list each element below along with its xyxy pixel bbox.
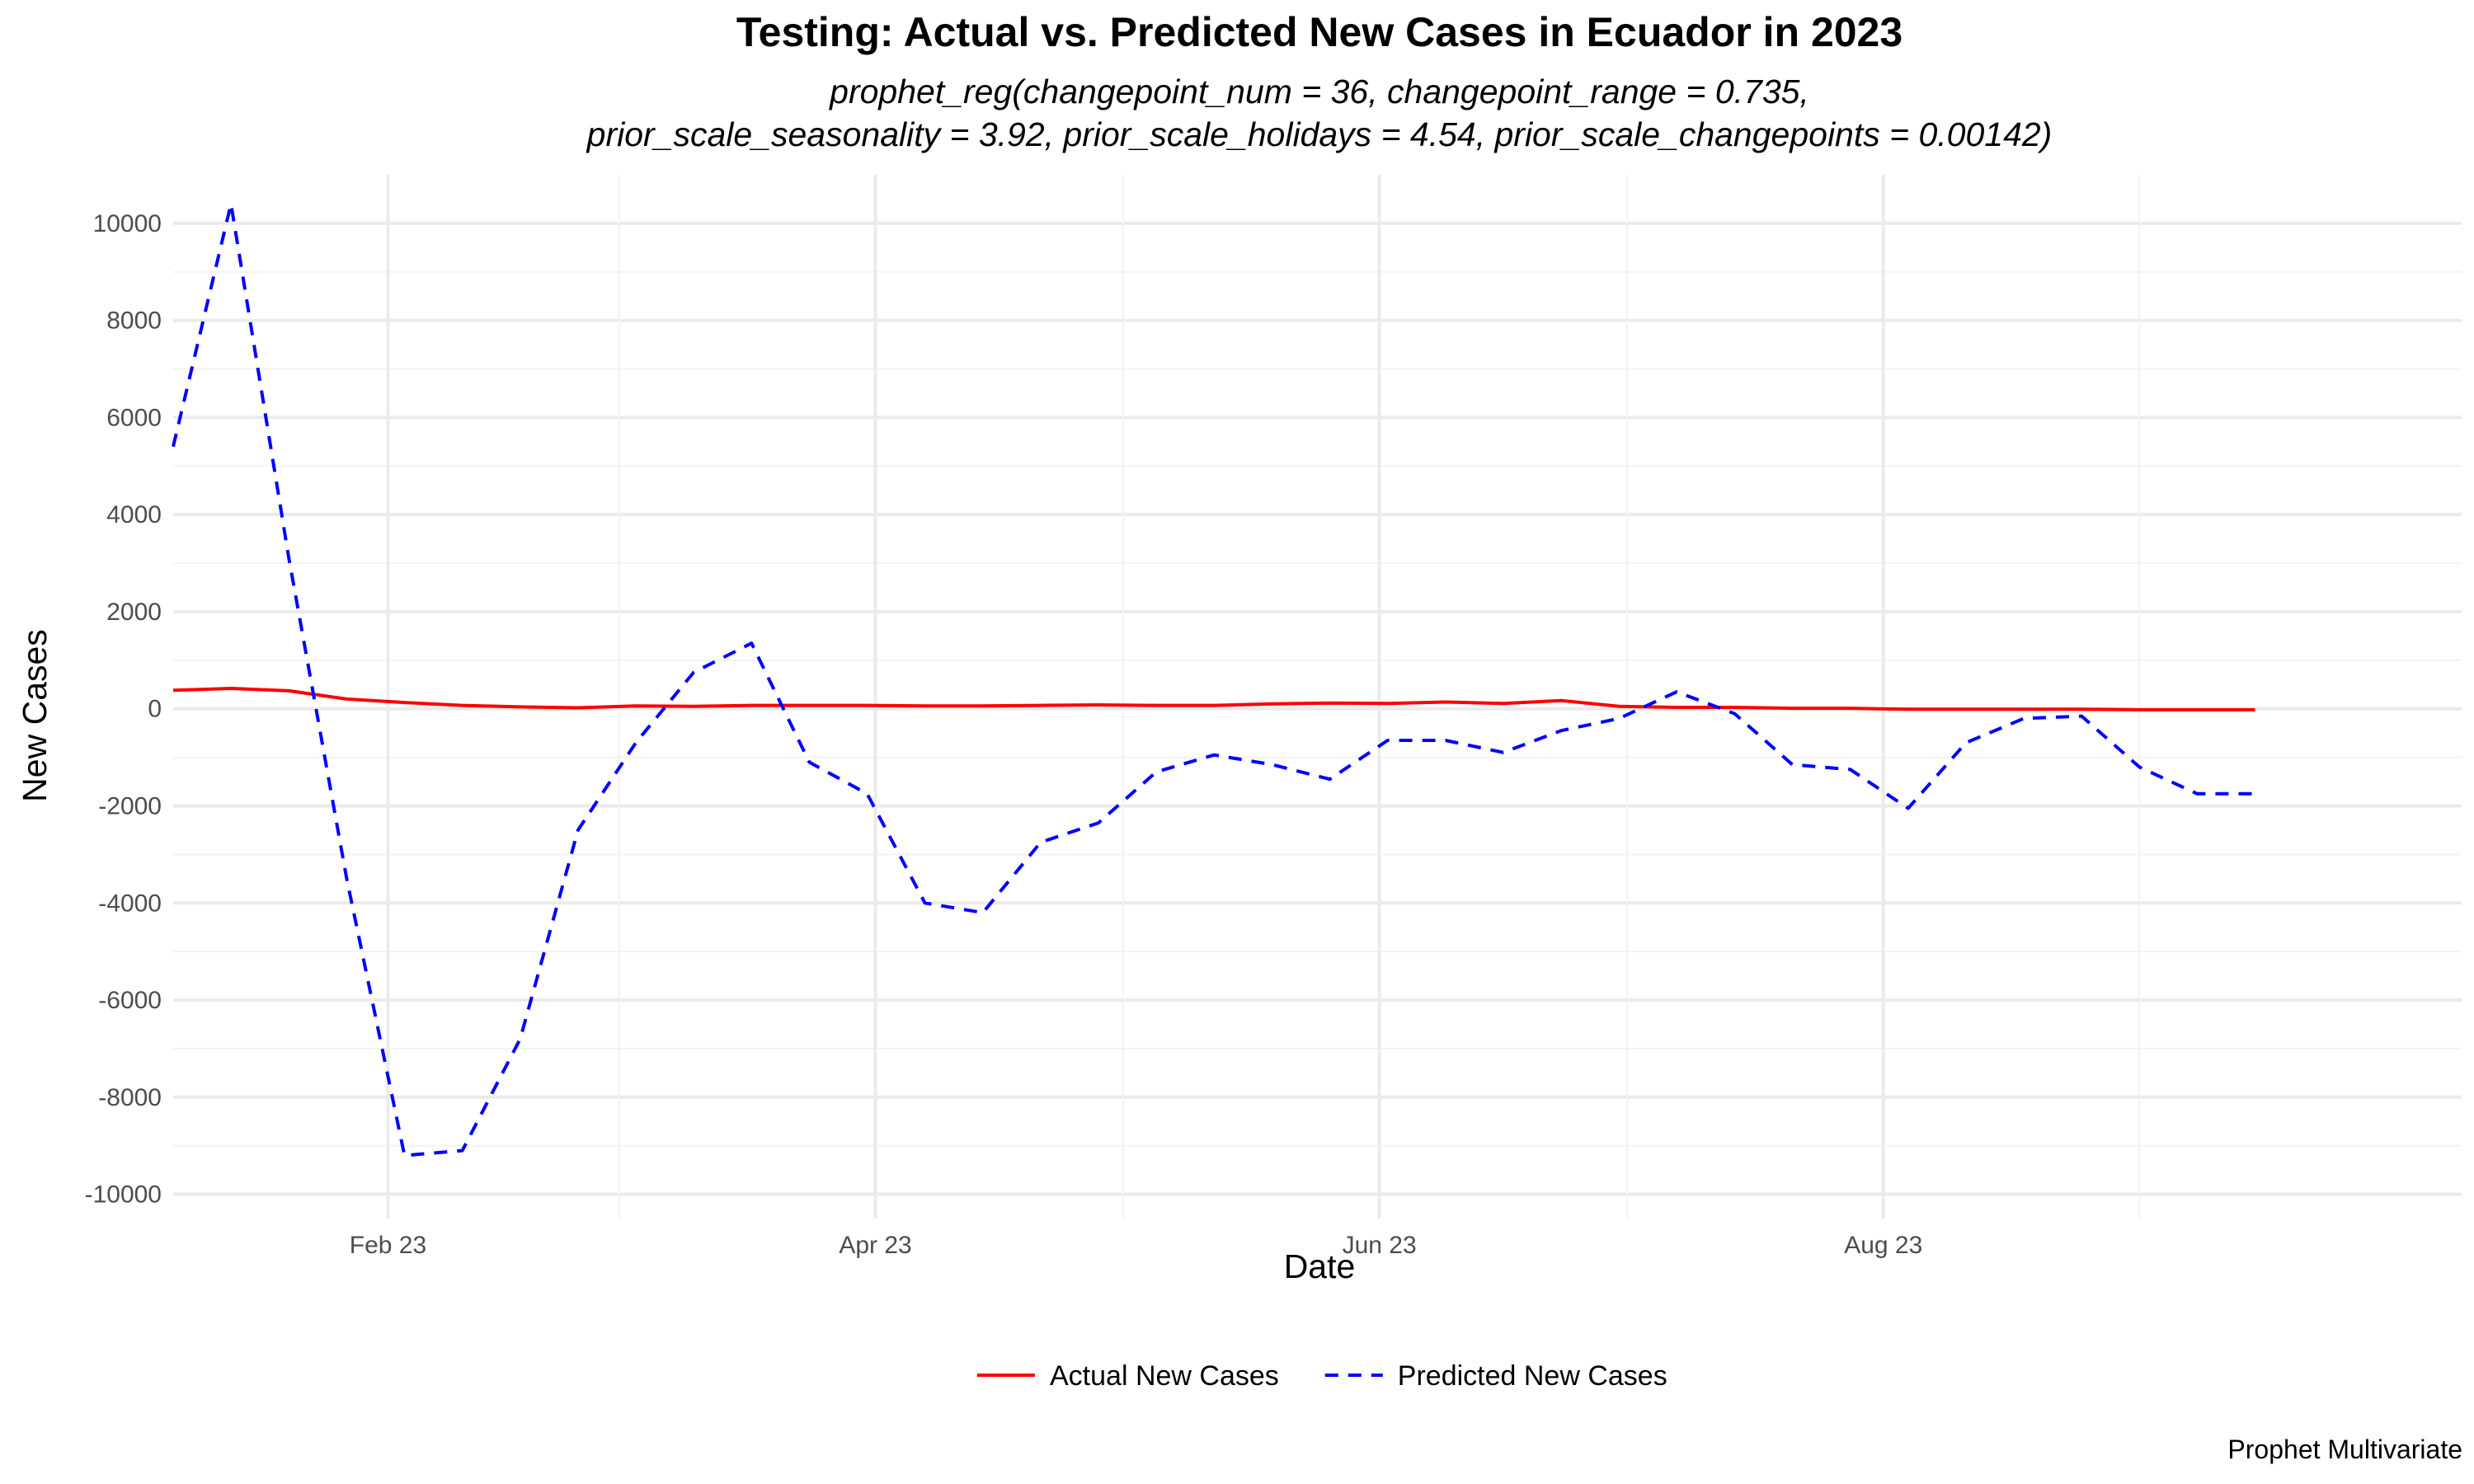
y-tick-label: 2000 xyxy=(106,599,162,626)
chart-subtitle-line-1: prophet_reg(changepoint_num = 36, change… xyxy=(830,73,1809,110)
x-axis-title: Date xyxy=(1284,1247,1356,1285)
y-axis-ticks: -10000 -8000 -6000 -4000 -2000 0 2000 4000 6000 8… xyxy=(85,210,162,1209)
chart-title: Testing: Actual vs. Predicted New Cases … xyxy=(736,9,1903,55)
x-axis-ticks: Feb 23 Apr 23 Jun 23 Aug 23 xyxy=(350,1232,1923,1259)
x-tick-label: Apr 23 xyxy=(839,1232,911,1259)
actual-new-cases-line xyxy=(172,687,2255,711)
chart-caption: Prophet Multivariate xyxy=(2227,1435,2462,1464)
series-lines xyxy=(172,202,2255,1158)
y-axis-title: New Cases xyxy=(16,629,54,802)
predicted-new-cases-line xyxy=(172,202,2255,1158)
y-tick-label: -6000 xyxy=(98,987,162,1014)
y-tick-label: 8000 xyxy=(106,308,162,335)
x-tick-label: Aug 23 xyxy=(1844,1232,1922,1259)
y-tick-label: 4000 xyxy=(106,501,162,528)
y-tick-label: 10000 xyxy=(93,210,162,237)
x-tick-label: Jun 23 xyxy=(1343,1232,1417,1259)
y-tick-label: -10000 xyxy=(85,1181,162,1209)
legend: Actual New Cases Predicted New Cases xyxy=(977,1360,1667,1392)
y-tick-label: 0 xyxy=(148,696,162,723)
legend-label-actual: Actual New Cases xyxy=(1050,1360,1279,1392)
legend-label-predicted: Predicted New Cases xyxy=(1398,1360,1667,1392)
y-tick-label: -8000 xyxy=(98,1084,162,1111)
y-tick-label: 6000 xyxy=(106,404,162,431)
x-tick-label: Feb 23 xyxy=(350,1232,426,1259)
grid-lines xyxy=(173,175,2462,1219)
y-tick-label: -4000 xyxy=(98,890,162,917)
chart-subtitle-line-2: prior_scale_seasonality = 3.92, prior_sc… xyxy=(586,115,2053,153)
y-tick-label: -2000 xyxy=(98,792,162,819)
